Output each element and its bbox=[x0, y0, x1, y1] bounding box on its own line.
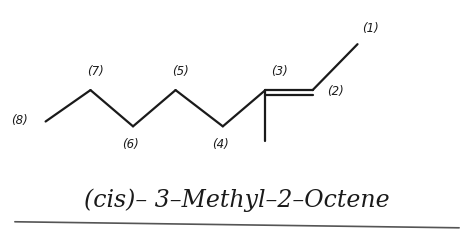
Text: (6): (6) bbox=[122, 138, 139, 151]
Text: (2): (2) bbox=[327, 85, 344, 98]
Text: (4): (4) bbox=[212, 138, 229, 151]
Text: (5): (5) bbox=[172, 65, 189, 78]
Text: (cis)– 3–Methyl–2–Octene: (cis)– 3–Methyl–2–Octene bbox=[84, 188, 390, 212]
Text: (1): (1) bbox=[363, 22, 379, 35]
Text: (8): (8) bbox=[11, 114, 28, 127]
Text: (3): (3) bbox=[271, 65, 288, 78]
Text: (7): (7) bbox=[87, 65, 104, 78]
